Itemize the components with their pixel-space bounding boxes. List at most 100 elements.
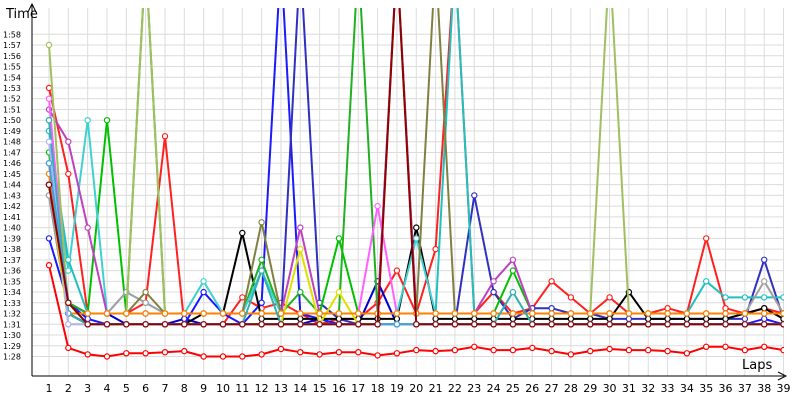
x-tick-label: 22 [448, 382, 462, 395]
x-tick-label: 34 [680, 382, 694, 395]
data-point [548, 305, 555, 312]
x-tick-label: 15 [313, 382, 327, 395]
data-point [645, 321, 652, 328]
series [45, 8, 784, 328]
data-point [258, 351, 265, 358]
data-point [258, 256, 265, 263]
data-point [335, 288, 343, 296]
data-point [780, 321, 784, 328]
data-point [509, 267, 517, 274]
data-point [200, 353, 207, 360]
data-point [567, 351, 575, 358]
data-point [258, 219, 265, 226]
data-point [606, 315, 613, 323]
x-tick-label: 13 [274, 382, 288, 395]
x-tick-label: 12 [255, 382, 269, 395]
data-point [335, 235, 343, 242]
data-point [664, 321, 671, 328]
data-point [123, 321, 130, 328]
data-point [355, 310, 362, 317]
x-tick-label: 17 [351, 382, 365, 395]
data-point [432, 315, 439, 323]
x-tick-label: 2 [65, 382, 72, 395]
data-point [219, 310, 227, 317]
data-point [239, 353, 246, 360]
data-point [741, 294, 749, 301]
data-point [761, 343, 768, 350]
y-tick-label: 1:55 [3, 63, 21, 72]
data-point [548, 321, 555, 328]
data-point [200, 278, 207, 285]
data-point [239, 229, 246, 237]
data-point [393, 310, 401, 317]
x-tick-label: 20 [409, 382, 423, 395]
data-point [451, 310, 459, 317]
data-point [780, 315, 784, 323]
data-point [509, 256, 517, 263]
data-point [490, 288, 497, 296]
data-point [84, 321, 91, 328]
y-tick-label: 1:50 [3, 116, 21, 125]
data-point [432, 245, 439, 253]
x-tick-label: 1 [46, 382, 53, 395]
data-point [103, 116, 111, 124]
data-point [239, 310, 246, 317]
data-point [741, 346, 749, 354]
y-tick-labels: 1:28 1:29 1:30 1:311:32 1:33 1:34 1:351:36 1:37… [3, 30, 21, 361]
y-tick-label: 1:32 [3, 310, 21, 319]
data-point [567, 315, 575, 323]
data-point [84, 351, 91, 358]
data-point [567, 310, 575, 317]
data-point [413, 321, 420, 328]
y-tick-label: 1:35 [3, 277, 21, 286]
data-point [413, 346, 420, 354]
data-point [277, 321, 285, 328]
data-point [548, 278, 555, 285]
x-axis-label: Laps [742, 358, 772, 373]
data-point [645, 346, 652, 354]
x-tick-label: 29 [583, 382, 597, 395]
x-tick-label: 27 [545, 382, 559, 395]
x-tick-label: 32 [641, 382, 655, 395]
data-point [200, 321, 207, 328]
data-point [703, 343, 710, 350]
data-point [761, 310, 768, 317]
data-point [316, 321, 323, 328]
y-tick-label: 1:38 [3, 245, 21, 254]
data-point [413, 235, 420, 242]
data-point [451, 321, 459, 328]
data-point [683, 350, 691, 357]
data-point [123, 310, 130, 317]
y-tick-label: 1:30 [3, 331, 21, 340]
y-tick-label: 1:49 [3, 127, 21, 136]
data-point [432, 321, 439, 328]
x-tick-label: 25 [506, 382, 520, 395]
data-point [625, 346, 633, 354]
data-point [84, 116, 91, 124]
data-point [761, 278, 768, 285]
y-tick-label: 1:36 [3, 267, 21, 276]
x-tick-label: 19 [390, 382, 404, 395]
data-point [548, 310, 555, 317]
data-point [548, 315, 555, 323]
x-tick-label: 6 [142, 382, 149, 395]
data-point [374, 352, 381, 359]
data-point [219, 353, 227, 360]
data-point [703, 310, 710, 317]
y-tick-label: 1:43 [3, 191, 21, 200]
data-point [45, 95, 53, 102]
data-point [567, 321, 575, 328]
x-tick-label: 28 [564, 382, 578, 395]
data-point [45, 181, 53, 188]
data-point [45, 84, 53, 92]
data-point [65, 299, 72, 306]
x-tick-label: 31 [622, 382, 636, 395]
data-point [587, 315, 594, 323]
data-point [625, 310, 633, 317]
y-tick-label: 1:54 [3, 73, 21, 82]
data-point [181, 310, 188, 317]
data-point [297, 315, 304, 323]
y-tick-label: 1:42 [3, 202, 21, 211]
x-tick-label: 10 [216, 382, 230, 395]
